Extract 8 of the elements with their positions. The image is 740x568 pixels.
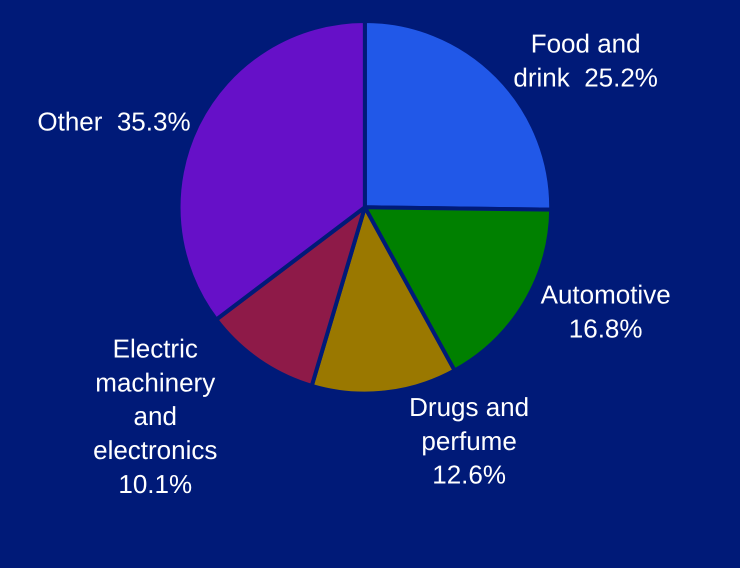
data-label: 12.6% bbox=[432, 460, 506, 490]
slice-label: Automotive bbox=[540, 280, 671, 310]
data-label: 16.8% bbox=[568, 313, 642, 344]
slice-label: Food and drink 25.2% bbox=[513, 28, 658, 93]
data-label: 10.1% bbox=[118, 468, 192, 499]
slice-label: Drugs and perfume bbox=[409, 392, 530, 456]
slice-label: Electric machinery and electronics bbox=[93, 334, 218, 465]
slice-label: Other 35.3% bbox=[37, 106, 191, 136]
